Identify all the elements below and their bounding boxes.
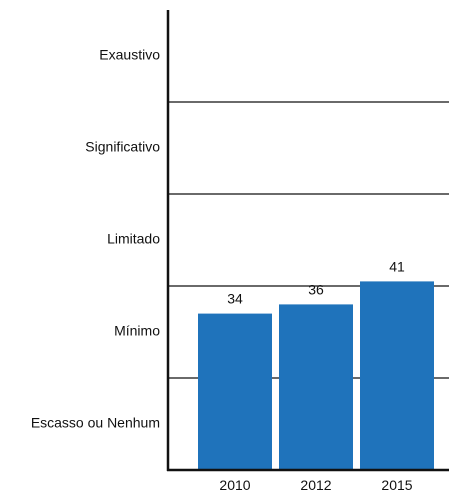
y-category-label: Mínimo xyxy=(114,323,160,339)
bars xyxy=(198,281,434,470)
bar-value-label: 41 xyxy=(389,258,405,274)
y-category-label: Exaustivo xyxy=(99,47,160,63)
x-tick-label: 2012 xyxy=(300,477,331,493)
bar-2010 xyxy=(198,313,272,470)
y-category-label: Limitado xyxy=(107,231,160,247)
y-axis-category-labels: Escasso ou Nenhum Mínimo Limitado Significa… xyxy=(31,47,160,431)
bar-value-label: 36 xyxy=(308,281,324,297)
y-category-label: Significativo xyxy=(85,139,160,155)
bar-2012 xyxy=(279,304,353,470)
x-tick-label: 2015 xyxy=(381,477,412,493)
bar-value-labels: 34 36 41 xyxy=(227,258,405,306)
axes xyxy=(166,10,449,472)
bar-value-label: 34 xyxy=(227,291,243,307)
x-tick-label: 2010 xyxy=(219,477,250,493)
y-category-label: Escasso ou Nenhum xyxy=(31,415,160,431)
bar-2015 xyxy=(360,281,434,470)
x-axis-tick-labels: 2010 2012 2015 xyxy=(219,477,412,493)
